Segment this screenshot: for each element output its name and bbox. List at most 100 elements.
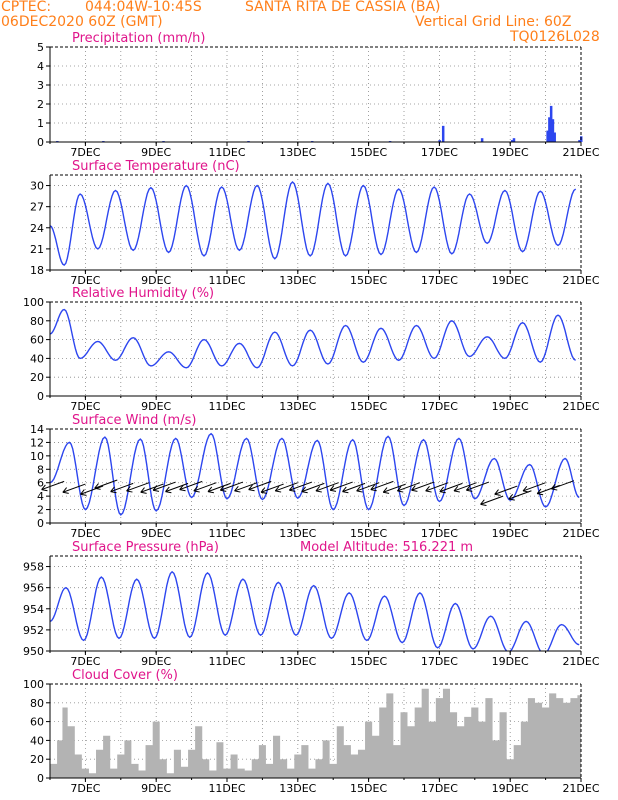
wind-arrow-head: [179, 489, 186, 492]
wind-arrow-head: [140, 487, 145, 493]
rh-ytick-label: 100: [23, 296, 44, 309]
wind-arrow-head: [453, 485, 459, 492]
wind-arrow-shaft: [383, 483, 406, 493]
rh-xtick-label: 13DEC: [279, 400, 316, 413]
rh-ytick-label: 80: [30, 315, 44, 328]
temp-ytick-label: 24: [30, 222, 44, 235]
wind-arrow-head: [425, 485, 430, 492]
wind-arrow-head: [289, 485, 294, 491]
precip-ytick-label: 3: [37, 79, 44, 92]
wind-arrow-head: [94, 487, 101, 490]
wind-arrow-head: [411, 485, 416, 491]
model-code: TQ0126L028: [510, 29, 600, 45]
wind-wind-arrow: [480, 495, 504, 506]
cloud-xtick-label: 11DEC: [208, 782, 245, 795]
wind-arrow-head: [356, 485, 361, 492]
cloud-ytick-label: 100: [23, 678, 44, 691]
wind-xtick-label: 7DEC: [70, 527, 100, 540]
precip-xtick-label: 15DEC: [350, 146, 387, 159]
pres-xtick-label: 7DEC: [70, 655, 100, 668]
wind-arrow-shaft: [260, 483, 284, 493]
precip-bar: [548, 117, 551, 142]
wind-xtick-label: 19DEC: [492, 527, 529, 540]
wind-xtick-label: 21DEC: [562, 527, 599, 540]
wind-arrow-head: [289, 489, 296, 492]
wind-arrow-shaft: [439, 482, 463, 493]
wind-arrow-head: [62, 487, 68, 493]
wind-arrow-shaft: [275, 482, 298, 492]
cloud-ytick-label: 20: [30, 753, 44, 766]
precip-bar: [546, 130, 549, 142]
wind-arrow-head: [207, 491, 214, 494]
wind-wind-arrow: [342, 482, 366, 494]
wind-wind-arrow: [315, 482, 339, 493]
temp-xtick-label: 19DEC: [492, 274, 529, 287]
pres-ytick-label: 950: [23, 645, 44, 658]
wind-wind-arrow: [550, 480, 575, 491]
wind-wind-arrow: [152, 481, 176, 492]
wind-arrow-shaft: [41, 480, 65, 491]
wind-arrow-head: [356, 490, 363, 493]
wind-xtick-label: 11DEC: [208, 527, 245, 540]
wind-wind-arrow: [382, 483, 406, 494]
wind-arrow-shaft: [62, 483, 86, 493]
temp-ytick-label: 18: [30, 264, 44, 277]
cloud-ytick-label: 80: [30, 697, 44, 710]
wind-arrow-head: [382, 487, 388, 493]
precip-xtick-label: 21DEC: [562, 146, 599, 159]
temp-xtick-label: 21DEC: [562, 274, 599, 287]
rh-xtick-label: 9DEC: [141, 400, 171, 413]
wind-arrow-head: [453, 490, 461, 493]
pres-ytick-label: 956: [23, 582, 44, 595]
pres-xtick-label: 15DEC: [350, 655, 387, 668]
wind-arrow-head: [234, 485, 239, 492]
wind-arrow-shaft: [494, 485, 518, 495]
wind-arrow-head: [342, 491, 349, 494]
pres-title: Surface Pressure (hPa): [72, 540, 219, 555]
wind-wind-arrow: [411, 481, 435, 492]
source-label: CPTEC:: [1, 0, 52, 15]
wind-arrow-head: [165, 491, 172, 494]
wind-ytick-label: 4: [37, 490, 44, 503]
rh-xtick-label: 15DEC: [350, 400, 387, 413]
coordinates-label: 044:04W-10:45S: [85, 0, 202, 15]
cloud-xtick-label: 19DEC: [492, 782, 529, 795]
wind-wind-arrow: [41, 480, 65, 492]
temp-xtick-label: 9DEC: [141, 274, 171, 287]
rh-ytick-label: 20: [30, 371, 44, 384]
temp-xtick-label: 11DEC: [208, 274, 245, 287]
wind-arrow-head: [508, 498, 515, 501]
wind-arrow-shaft: [301, 482, 325, 493]
wind-ytick-label: 2: [37, 504, 44, 517]
wind-ytick-label: 10: [30, 450, 44, 463]
wind-arrow-head: [80, 489, 85, 495]
cloud-xtick-label: 21DEC: [562, 782, 599, 795]
wind-arrow-shaft: [551, 480, 575, 490]
rh-series-line: [50, 308, 577, 369]
wind-arrow-head: [411, 489, 418, 492]
wind-wind-arrow: [94, 479, 118, 490]
wind-arrow-head: [466, 489, 473, 492]
wind-arrow-head: [41, 489, 48, 492]
temp-xtick-label: 7DEC: [70, 274, 100, 287]
wind-arrow-shaft: [207, 482, 231, 493]
wind-arrow-shaft: [165, 482, 189, 493]
rh-xtick-label: 17DEC: [421, 400, 458, 413]
cloud-xtick-label: 17DEC: [421, 782, 458, 795]
pres-subtitle: Model Altitude: 516.221 m: [300, 540, 473, 555]
rh-title: Relative Humidity (%): [72, 286, 214, 301]
cloud-area: [50, 688, 581, 778]
wind-arrow-shaft: [522, 482, 546, 492]
wind-ytick-label: 14: [30, 423, 44, 436]
wind-series-line: [50, 432, 580, 516]
wind-arrow-shaft: [466, 481, 490, 491]
wind-arrow-head: [342, 486, 347, 492]
wind-wind-arrow: [370, 480, 394, 492]
precip-bar: [553, 132, 556, 142]
precip-xtick-label: 9DEC: [141, 146, 171, 159]
pres-ytick-label: 954: [23, 603, 44, 616]
wind-wind-arrow: [179, 480, 203, 492]
cloud-xtick-label: 15DEC: [350, 782, 387, 795]
wind-arrow-head: [219, 485, 225, 491]
